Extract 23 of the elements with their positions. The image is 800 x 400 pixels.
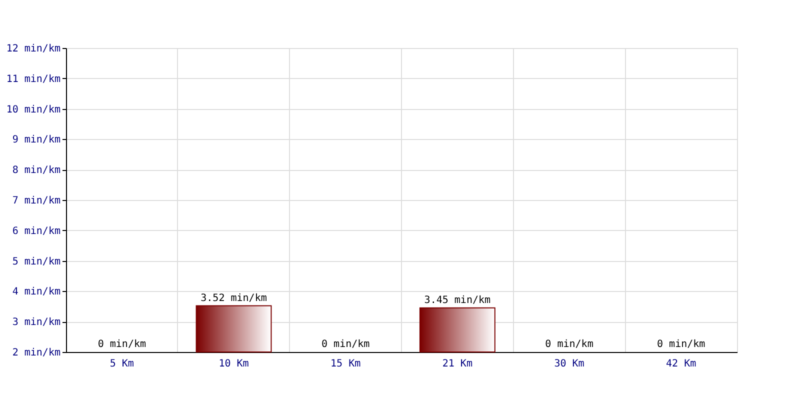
x-tick-label: 42 Km [666, 358, 696, 370]
text: 0 min/km [98, 339, 146, 350]
y-tick-label: 9 min/km [12, 134, 60, 146]
y-tick-label: 5 min/km [12, 256, 60, 268]
x-tick-label: 30 Km [554, 358, 584, 370]
text: 0 min/km [656, 339, 706, 350]
y-tick-label: 7 min/km [12, 196, 60, 206]
data-label: 3.52 min/km [200, 292, 267, 304]
y-tick-label: 4 min/km [12, 286, 60, 298]
x-tick-label: 21 Km [442, 358, 472, 370]
x-tick-label: 15 Km [330, 358, 361, 370]
text: 0 min/km [545, 339, 594, 350]
y-tick-label: 3 min/km [12, 317, 60, 328]
x-tick-label: 10 Km [218, 358, 249, 370]
y-tick-label: 10 min/km [6, 104, 60, 116]
y-tick-label: 8 min/km [12, 165, 60, 176]
y-tick-label: 12 min/km [6, 44, 60, 54]
x-tick-label: 5 Km [110, 358, 134, 370]
y-tick-label: 2 min/km [12, 348, 60, 358]
data-label: 3.45 min/km [424, 294, 491, 306]
y-tick-label: 11 min/km [6, 74, 60, 85]
text: 0 min/km [321, 339, 370, 350]
y-tick-label: 6 min/km [12, 226, 60, 237]
